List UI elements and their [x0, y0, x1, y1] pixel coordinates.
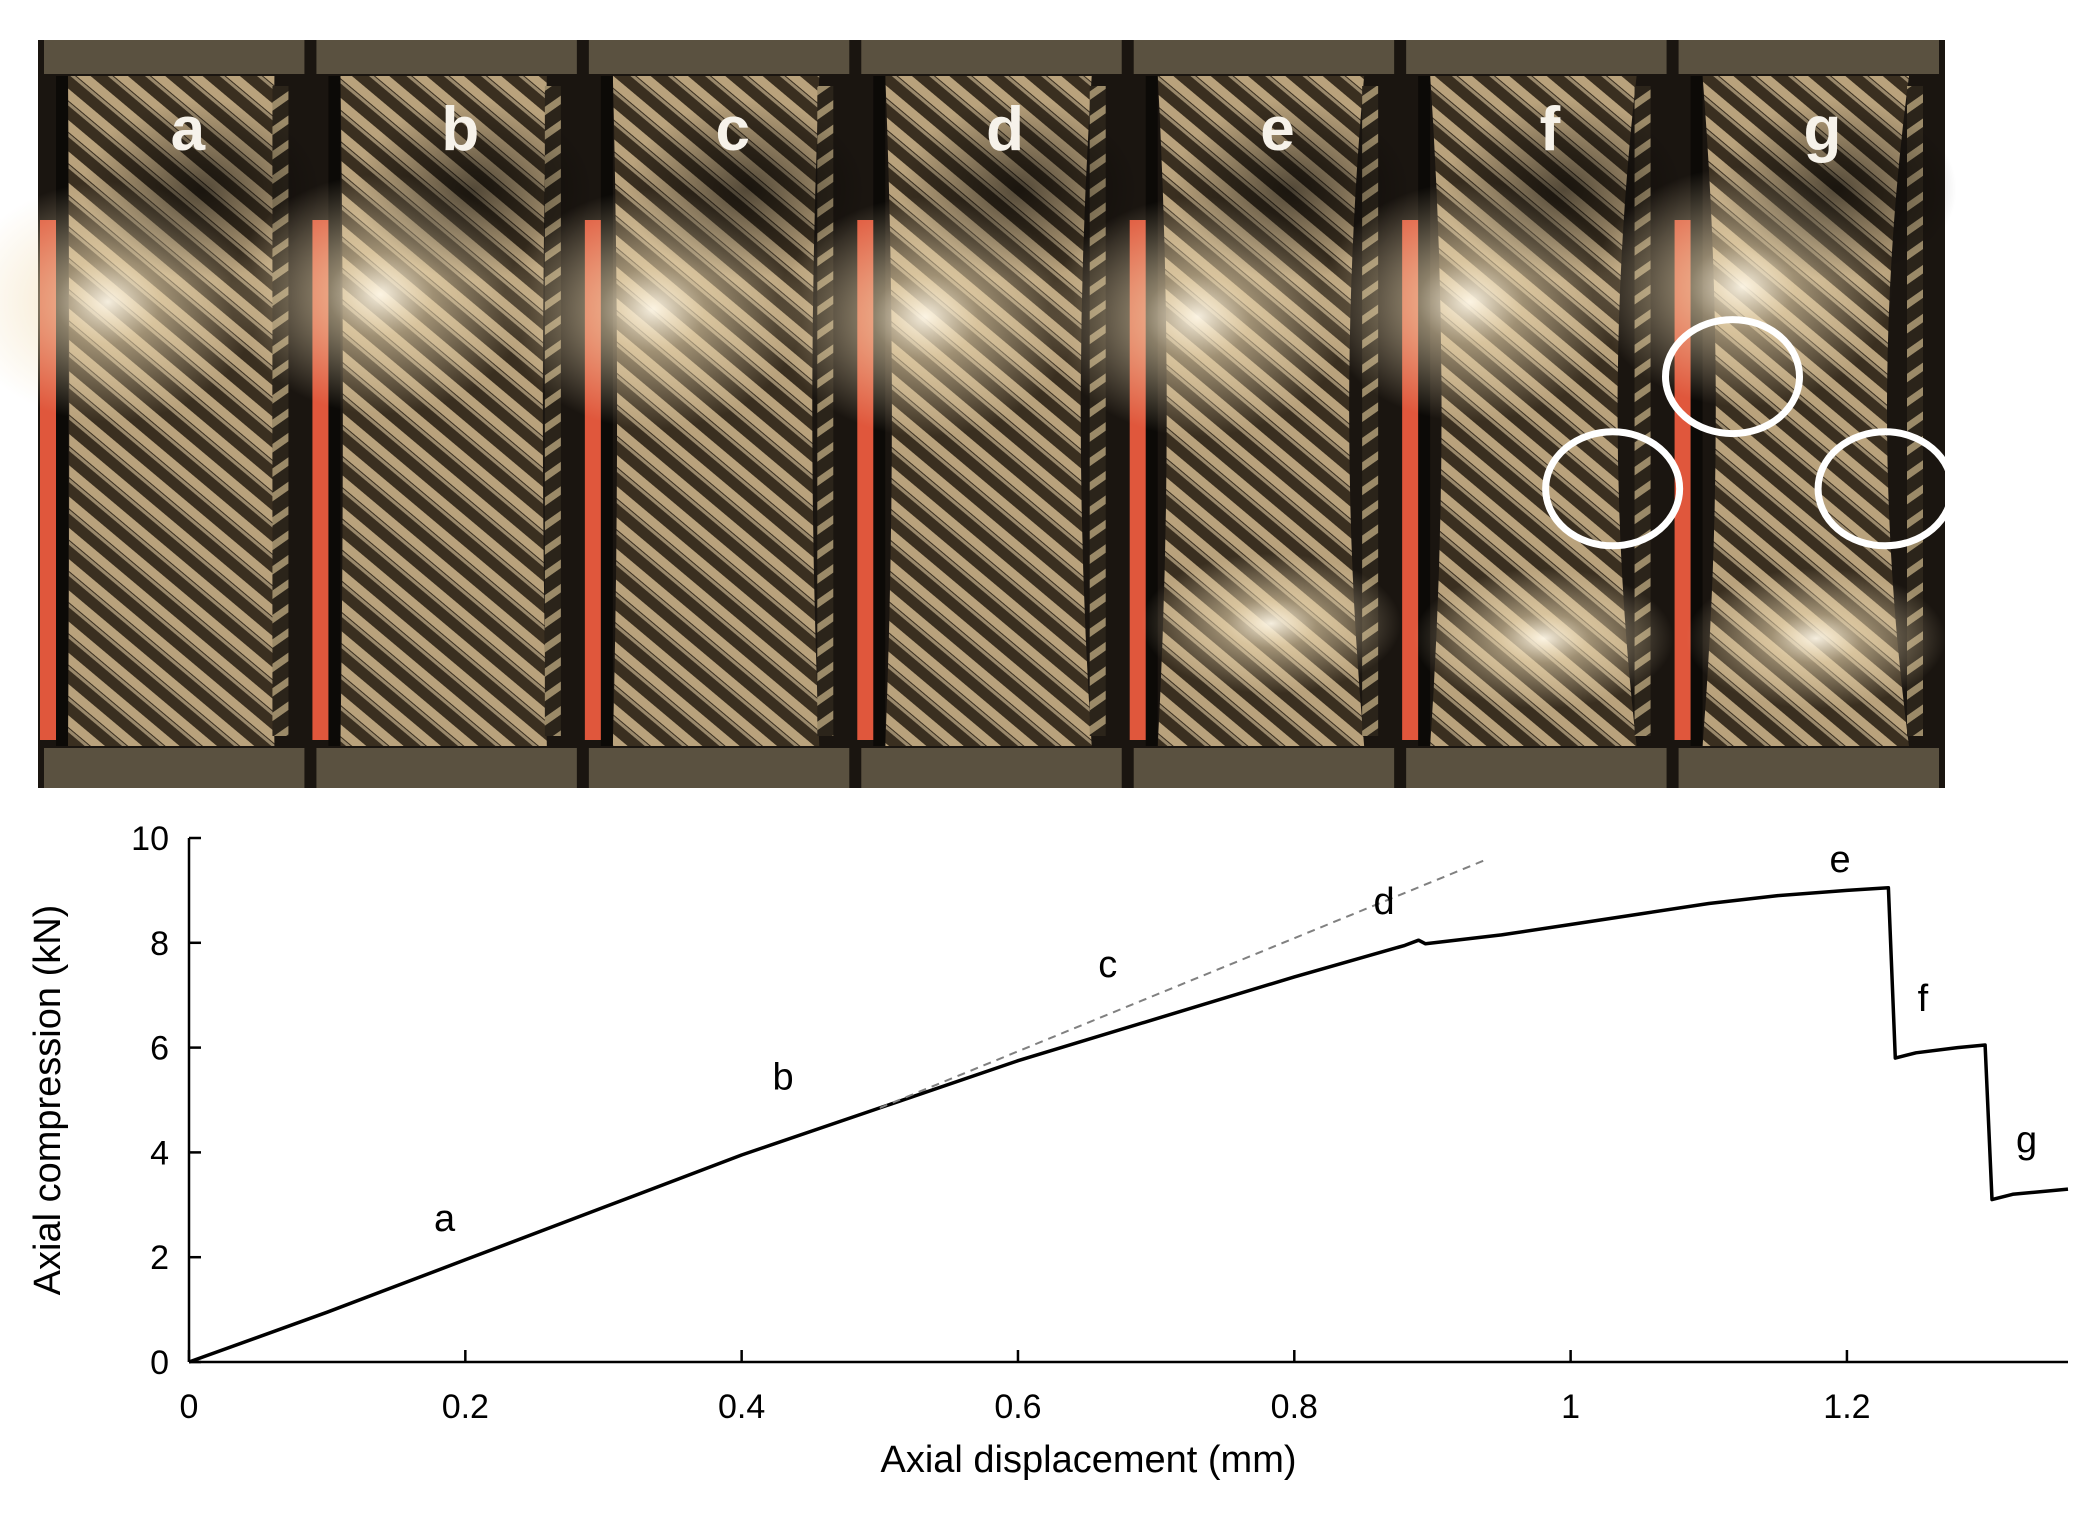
shadow-region [1716, 99, 1957, 280]
x-tick-label: 0 [180, 1388, 199, 1426]
y-tick-label: 0 [150, 1344, 169, 1382]
photo-panel-c: c [502, 40, 868, 788]
chart-axes [187, 838, 2068, 1364]
panel-label: d [986, 95, 1024, 164]
x-tick-label: 0.2 [442, 1388, 489, 1426]
point-label-a: a [434, 1198, 456, 1240]
frame-bottom [316, 748, 577, 788]
point-label-c: c [1098, 944, 1117, 986]
chart-ticks: 0 0.2 0.4 0.6 0.8 1 1.2 0 2 4 6 8 10 [131, 820, 1870, 1426]
specimen-gap [328, 76, 341, 746]
y-tick-label: 8 [150, 925, 169, 963]
photo-strip: a b c d e f g [0, 40, 1957, 788]
light-reflection-lower [1686, 568, 1947, 709]
frame-bottom [861, 748, 1122, 788]
point-label-f: f [1918, 978, 1929, 1020]
point-label-e: e [1829, 839, 1850, 881]
photo-panel-b: b [230, 40, 595, 788]
y-tick-label: 4 [150, 1134, 169, 1172]
frame-bottom [44, 748, 305, 788]
point-label-b: b [773, 1057, 794, 1099]
y-tick-label: 10 [131, 820, 169, 858]
panel-label: f [1540, 95, 1561, 164]
panel-label: e [1260, 95, 1294, 164]
x-tick-label: 0.4 [718, 1388, 765, 1426]
shadow-region [627, 99, 868, 280]
photo-panel-e: e [1047, 40, 1412, 788]
point-label-d: d [1374, 881, 1395, 923]
frame-top [44, 40, 305, 74]
x-axis-title: Axial displacement (mm) [881, 1439, 1297, 1481]
panel-label: a [171, 95, 206, 164]
frame-bottom [1678, 748, 1939, 788]
x-tick-label: 1 [1561, 1388, 1580, 1426]
series-linear-fit-line [879, 858, 1489, 1109]
frame-top [1406, 40, 1667, 74]
panel-label: c [715, 95, 749, 164]
panel-label: b [441, 95, 479, 164]
frame-top [316, 40, 577, 74]
chart-annotations: a b c d e f g [434, 839, 2037, 1240]
light-reflection-lower [1141, 553, 1402, 694]
damage-highlight-circle [1662, 316, 1804, 438]
frame-bottom [1133, 748, 1395, 788]
frame-top [1133, 40, 1395, 74]
photo-panel-a: a [0, 40, 323, 788]
frame-bottom [1406, 748, 1667, 788]
y-axis-title: Axial compression (kN) [27, 905, 69, 1296]
x-tick-label: 0.6 [994, 1388, 1041, 1426]
photo-panel-f: f [1320, 40, 1685, 788]
x-tick-label: 0.8 [1271, 1388, 1318, 1426]
chart-series [188, 858, 2069, 1364]
chart: 0 0.2 0.4 0.6 0.8 1 1.2 0 2 4 6 8 10 a b c d e f g Axial d… [27, 820, 2069, 1481]
panel-label: g [1803, 95, 1841, 164]
photo-panel-g: g [1592, 40, 1957, 788]
frame-top [861, 40, 1122, 74]
shadow-region [899, 99, 1140, 280]
y-tick-label: 6 [150, 1030, 169, 1068]
x-tick-label: 1.2 [1823, 1388, 1870, 1426]
frame-top [588, 40, 850, 74]
damage-highlight-circle [1814, 428, 1956, 550]
frame-top [1678, 40, 1939, 74]
point-label-g: g [2016, 1119, 2037, 1161]
frame-bottom [588, 748, 850, 788]
series-load-displacement-line [188, 886, 2069, 1364]
light-reflection-lower [1413, 568, 1674, 709]
y-tick-label: 2 [150, 1239, 169, 1277]
shadow-region [354, 99, 595, 280]
damage-highlight-circle [1542, 428, 1684, 550]
